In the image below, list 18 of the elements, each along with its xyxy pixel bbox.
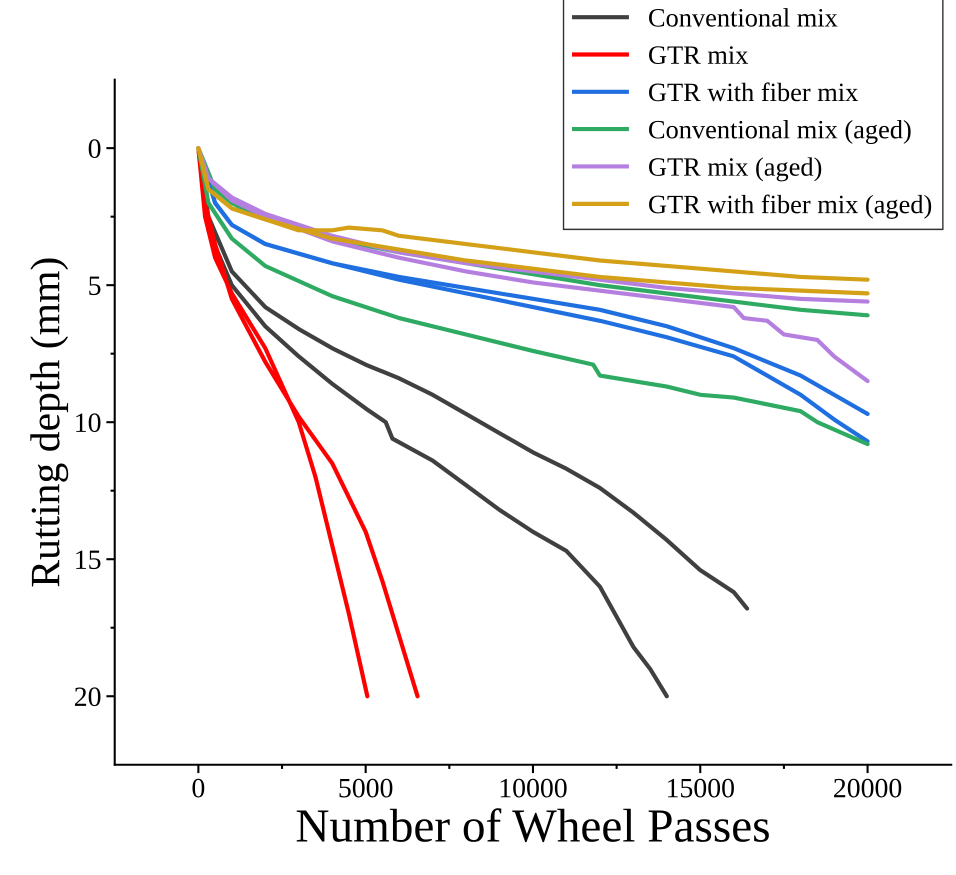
legend-label: GTR with fiber mix (aged) — [649, 194, 932, 219]
x-tick-label: 0 — [192, 778, 204, 798]
y-tick-label: 0 — [88, 139, 100, 158]
y-tick-label: 20 — [74, 687, 100, 706]
x-tick-label: 10000 — [500, 778, 567, 798]
y-tick-label: 5 — [89, 276, 100, 296]
y-axis-title: Rutting depth (mm) — [30, 258, 68, 586]
legend-label: GTR with fiber mix — [649, 82, 858, 102]
legend-label: GTR mix — [649, 46, 748, 64]
legend-label: GTR mix (aged) — [649, 157, 822, 182]
legend-label: Conventional mix (aged) — [649, 120, 911, 144]
x-tick-label: 5000 — [340, 778, 392, 798]
legend-label: Conventional mix — [649, 8, 838, 27]
y-tick-label: 10 — [76, 413, 100, 432]
x-tick-label: 20000 — [834, 778, 902, 798]
x-axis-title: Number of Wheel Passes — [296, 808, 769, 842]
x-tick-label: 15000 — [668, 778, 734, 798]
y-tick-label: 15 — [76, 550, 100, 570]
